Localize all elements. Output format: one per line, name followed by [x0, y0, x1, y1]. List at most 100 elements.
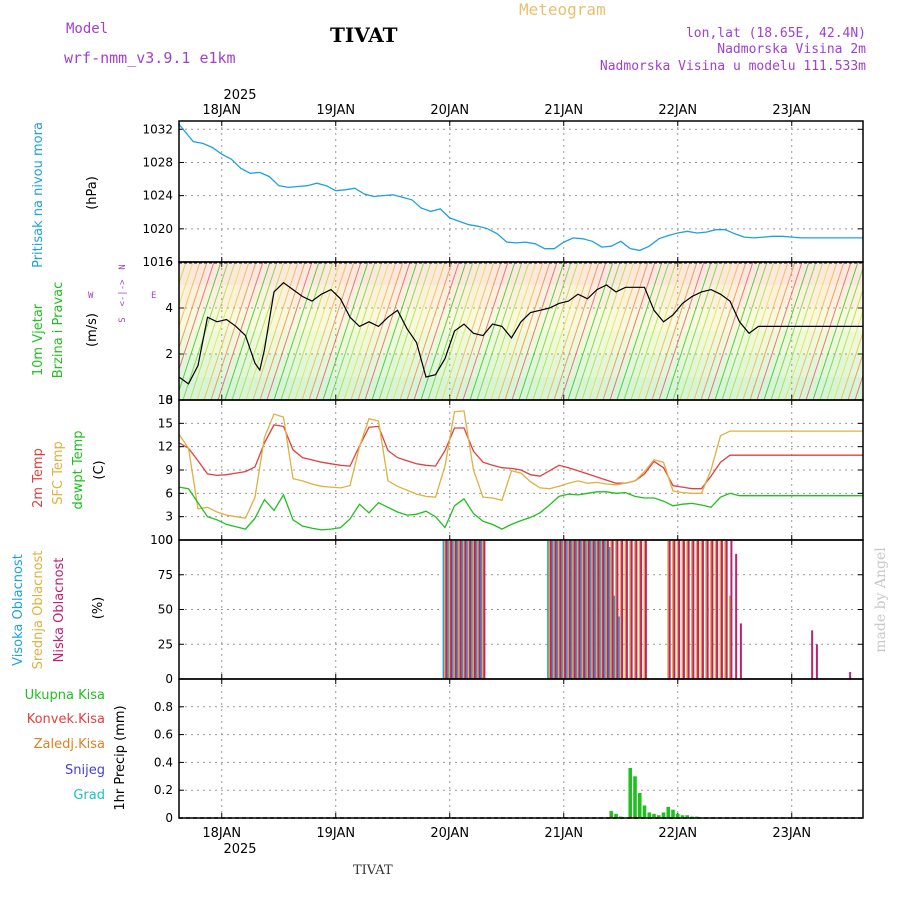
- wind-barb: [777, 262, 824, 400]
- pressure-label: Pritisak na nivou mora: [31, 122, 46, 268]
- wind-barb: [672, 262, 719, 400]
- wind-label-2: Brzina i Pravac: [51, 282, 66, 379]
- wind-barb: [490, 262, 537, 400]
- wind-barb: [721, 262, 768, 400]
- wind-panel: 0 2 4 6: [106, 255, 864, 407]
- wind-barb: [266, 262, 313, 400]
- pressure-series: [178, 123, 863, 252]
- dewpt-series: [178, 486, 863, 531]
- bottom-day-label: 18JAN: [202, 826, 241, 841]
- precip-panel: 0 0.2 0.4 0.6 0.8: [154, 678, 864, 825]
- wind-barb: [595, 262, 642, 400]
- temp-unit: (C): [92, 460, 107, 479]
- wind-barb: [476, 262, 523, 400]
- bottom-day-label: 22JAN: [658, 826, 697, 841]
- wind-barb: [434, 262, 481, 400]
- watermark: made by Angel: [873, 547, 889, 653]
- wind-barb: [413, 262, 460, 400]
- wind-barb: [588, 262, 635, 400]
- model-label: Model: [66, 21, 108, 37]
- wind-barb: [763, 262, 810, 400]
- wind-band: [179, 331, 863, 354]
- precip-bar: [680, 815, 685, 818]
- top-day-label: 22JAN: [658, 103, 697, 118]
- wind-barb: [462, 262, 509, 400]
- wind-barb: [106, 262, 151, 400]
- precip-ytick-label: 0.8: [154, 700, 173, 714]
- wind-compass: W E <-|-> N S: [88, 264, 156, 322]
- cloud-label-1: Visoka Oblacnost: [11, 554, 26, 666]
- precip-bar: [642, 805, 647, 818]
- cloud-unit: (%): [91, 597, 106, 620]
- precip-bar: [633, 776, 637, 818]
- wind-barb: [805, 262, 852, 400]
- top-day-label: 23JAN: [772, 103, 811, 118]
- pressure-ytick-label: 1028: [142, 155, 173, 169]
- wind-barb: [406, 262, 453, 400]
- wind-label-1: 10m Vjetar: [31, 303, 46, 376]
- wind-barb: [203, 262, 250, 400]
- bottom-day-label: 19JAN: [316, 826, 355, 841]
- compass-w: W: [88, 291, 94, 301]
- wind-barb: [770, 262, 817, 400]
- pressure-ytick-label: 1032: [142, 122, 173, 136]
- precip-bar: [685, 815, 690, 818]
- wind-barb: [602, 262, 649, 400]
- wind-barb: [623, 262, 670, 400]
- wind-barb: [504, 262, 551, 400]
- wind-barb: [245, 262, 292, 400]
- wind-barb: [497, 262, 544, 400]
- wind-barb: [179, 262, 194, 307]
- wind-band: [179, 285, 863, 308]
- wind-barb: [518, 262, 565, 400]
- wind-barb: [826, 287, 863, 400]
- wind-barb: [280, 262, 327, 400]
- wind-barb: [791, 262, 838, 400]
- model-name: wrf-nmm_v3.9.1 e1km: [64, 49, 236, 67]
- temp-ytick-label: 9: [165, 463, 173, 477]
- precip-label-4: Snijeg: [65, 763, 105, 778]
- wind-field: [106, 262, 863, 400]
- wind-barb: [546, 262, 593, 400]
- wind-barb: [560, 262, 607, 400]
- wind-barb: [357, 262, 404, 400]
- wind-barb: [637, 262, 684, 400]
- wind-barb: [238, 262, 285, 400]
- t2m-series: [178, 424, 863, 490]
- precip-bar: [628, 767, 633, 818]
- wind-barb: [392, 262, 439, 400]
- cloud-label-3: Niska Oblacnost: [52, 558, 67, 663]
- wind-barb: [427, 262, 474, 400]
- elevation-label: Nadmorska Visina 2m: [717, 42, 866, 57]
- precip-unit: 1hr Precip (mm): [113, 705, 128, 810]
- wind-barb: [182, 262, 229, 400]
- compass-n: N: [118, 264, 128, 269]
- precip-bar: [652, 813, 656, 818]
- precip-bar: [614, 813, 618, 818]
- wind-barb: [308, 262, 355, 400]
- wind-barb: [616, 262, 663, 400]
- wind-ytick-label: 6: [165, 255, 173, 269]
- wind-ytick-label: 2: [165, 347, 173, 361]
- cloud-ytick-label: 75: [158, 568, 173, 582]
- top-day-label: 20JAN: [430, 103, 469, 118]
- wind-barb: [749, 262, 796, 400]
- pressure-unit: (hPa): [85, 176, 100, 210]
- wind-barb: [371, 262, 418, 400]
- wind-barb: [644, 262, 691, 400]
- wind-barb: [301, 262, 348, 400]
- temperature-panel: 0 3 6 9 12 15 18: [158, 393, 864, 547]
- wind-barb: [861, 395, 863, 400]
- wind-barb: [609, 262, 656, 400]
- wind-barb: [511, 262, 558, 400]
- wind-ytick-label: 0: [165, 393, 173, 407]
- wind-barb: [224, 262, 271, 400]
- pressure-panel: 1016 1020 1024 1028 1032: [142, 120, 864, 269]
- wind-barb: [350, 262, 397, 400]
- meteogram-title: Meteogram: [519, 0, 606, 19]
- wind-barb: [399, 262, 446, 400]
- precip-label-2: Konvek.Kisa: [27, 712, 105, 727]
- wind-barb: [665, 262, 712, 400]
